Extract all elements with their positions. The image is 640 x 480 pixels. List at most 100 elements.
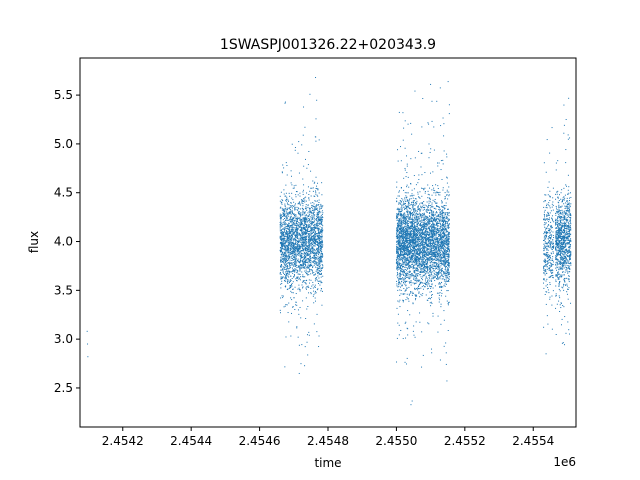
- data-point: [320, 236, 322, 238]
- data-point: [401, 278, 403, 280]
- data-point: [306, 253, 308, 255]
- data-point: [414, 272, 416, 274]
- data-point: [302, 300, 304, 302]
- data-point: [299, 226, 301, 228]
- data-point: [283, 221, 285, 223]
- data-point: [283, 239, 285, 241]
- data-point: [408, 256, 410, 258]
- data-point: [411, 213, 413, 215]
- data-point: [414, 262, 416, 264]
- data-point: [305, 271, 307, 273]
- data-point: [310, 224, 312, 226]
- data-point: [405, 289, 407, 291]
- data-point: [412, 197, 414, 199]
- data-point: [415, 222, 417, 223]
- data-point: [400, 233, 402, 235]
- data-point: [406, 274, 408, 276]
- data-point: [283, 210, 285, 212]
- data-point: [404, 235, 406, 237]
- data-point: [408, 228, 410, 230]
- data-point: [422, 202, 424, 204]
- data-point: [446, 194, 448, 196]
- data-point: [427, 258, 429, 260]
- data-point: [310, 279, 312, 281]
- data-point: [288, 212, 290, 214]
- data-point: [294, 149, 296, 151]
- data-point: [301, 207, 303, 209]
- data-point: [400, 187, 402, 189]
- data-point: [406, 226, 408, 228]
- data-point: [285, 219, 287, 221]
- data-point: [316, 250, 318, 252]
- data-point: [398, 251, 400, 253]
- data-point: [320, 220, 322, 222]
- data-point: [319, 230, 321, 232]
- data-point: [292, 245, 294, 247]
- data-point: [307, 239, 309, 241]
- data-point: [283, 213, 285, 215]
- data-point: [425, 228, 427, 230]
- data-point: [400, 203, 402, 205]
- data-point: [410, 256, 412, 258]
- data-point: [314, 290, 316, 292]
- data-point: [293, 270, 295, 272]
- data-point: [289, 205, 291, 207]
- data-point: [294, 248, 296, 250]
- data-point: [318, 246, 320, 248]
- data-point: [285, 241, 287, 243]
- data-point: [280, 223, 282, 225]
- data-point: [400, 254, 402, 256]
- data-point: [437, 165, 439, 167]
- data-point: [291, 175, 292, 177]
- data-point: [398, 220, 400, 222]
- data-point: [414, 258, 416, 260]
- data-point: [284, 264, 286, 266]
- data-point: [293, 263, 295, 265]
- data-point: [282, 251, 284, 253]
- data-point: [428, 202, 430, 204]
- data-point: [281, 203, 283, 205]
- data-point: [443, 228, 445, 230]
- data-point: [312, 190, 314, 192]
- data-point: [316, 238, 318, 240]
- data-point: [294, 254, 296, 256]
- data-point: [404, 256, 406, 258]
- data-point: [412, 239, 414, 241]
- data-point: [408, 293, 410, 295]
- data-point: [402, 233, 404, 235]
- data-point: [314, 223, 316, 225]
- data-point: [291, 224, 293, 226]
- data-point: [294, 251, 296, 253]
- data-point: [319, 249, 321, 251]
- data-point: [292, 238, 294, 240]
- data-point: [408, 240, 410, 242]
- data-point: [314, 261, 316, 263]
- data-point: [294, 220, 296, 222]
- data-point: [434, 218, 436, 220]
- data-point: [406, 237, 408, 239]
- data-point: [283, 237, 285, 239]
- data-point: [305, 272, 307, 274]
- data-point: [404, 237, 406, 239]
- data-point: [405, 280, 407, 282]
- data-point: [314, 284, 316, 286]
- data-point: [318, 210, 320, 212]
- data-point: [288, 254, 290, 256]
- data-point: [280, 283, 282, 285]
- data-point: [292, 236, 294, 238]
- data-point: [305, 230, 307, 232]
- data-point: [293, 276, 295, 278]
- data-point: [299, 252, 301, 254]
- data-point: [398, 220, 400, 222]
- data-point: [403, 288, 405, 290]
- data-point: [421, 286, 423, 288]
- data-point: [290, 241, 292, 243]
- data-point: [437, 234, 439, 236]
- data-point: [410, 232, 412, 234]
- data-point: [424, 222, 426, 224]
- data-point: [298, 260, 300, 262]
- data-point: [316, 235, 318, 237]
- data-point: [301, 256, 303, 258]
- data-point: [418, 236, 420, 238]
- data-point: [319, 235, 321, 237]
